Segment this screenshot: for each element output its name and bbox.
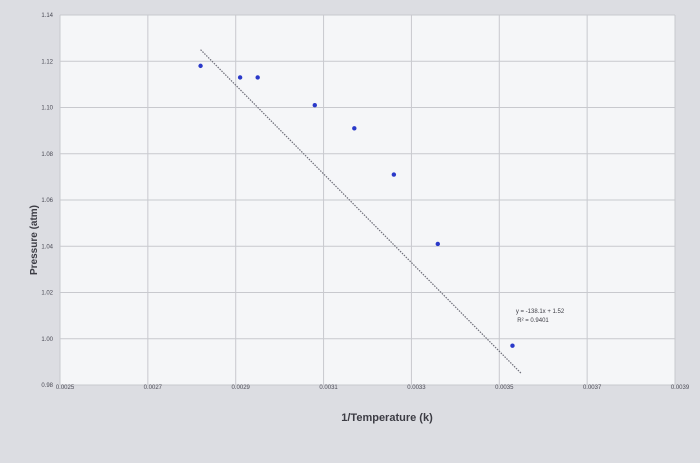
x-tick-label: 0.0029: [232, 385, 251, 391]
y-tick-label: 1.08: [41, 152, 53, 158]
x-tick-label: 0.0033: [407, 385, 426, 391]
data-point: [255, 75, 260, 80]
data-point: [312, 102, 317, 108]
x-tick-labels: 0.0025 0.0027 0.0029 0.0031 0.0033 0.0035 0.00…: [56, 385, 690, 391]
x-tick-label: 0.0035: [495, 385, 514, 391]
y-tick-label: 1.06: [41, 198, 53, 204]
x-tick-label: 0.0027: [144, 385, 163, 391]
x-tick-label: 0.0037: [583, 385, 602, 391]
data-point: [510, 343, 515, 348]
data-point: [435, 241, 440, 247]
data-point: [391, 172, 397, 177]
y-tick-label: 1.14: [41, 13, 53, 19]
data-points: [198, 63, 515, 348]
y-tick-labels: 0.98 1.00 1.02 1.04 1.06 1.08 1.10 1.12 1.14: [41, 13, 53, 389]
y-tick-label: 1.12: [41, 59, 53, 65]
trendline-r-squared: R² = 0.9401: [517, 318, 549, 324]
y-axis-label: Pressure (atm): [29, 205, 40, 275]
gridlines: [59, 14, 676, 386]
trendline: [200, 49, 522, 374]
x-tick-label: 0.0025: [56, 385, 75, 391]
y-tick-label: 1.10: [41, 106, 53, 112]
data-point: [352, 126, 357, 131]
x-tick-label: 0.0039: [671, 385, 690, 391]
x-axis-label: 1/Temperature (k): [341, 412, 433, 424]
trendline-path: [200, 49, 522, 374]
y-tick-label: 1.02: [41, 291, 53, 297]
y-tick-label: 1.04: [41, 244, 53, 250]
y-tick-label: 1.00: [41, 337, 53, 343]
data-point: [198, 63, 203, 69]
x-tick-label: 0.0031: [319, 385, 338, 391]
y-tick-label: 0.98: [41, 383, 53, 389]
trendline-equation: y = -138.1x + 1.52: [516, 309, 565, 315]
data-point: [237, 75, 243, 80]
